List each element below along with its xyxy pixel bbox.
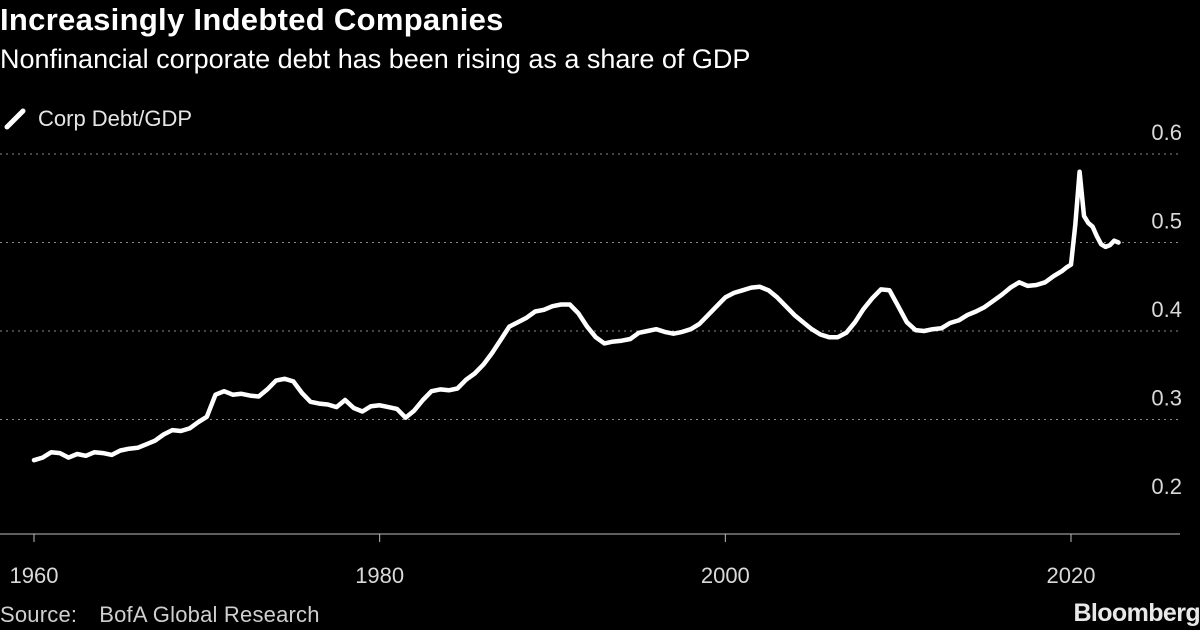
x-axis: 1960 1980 2000 2020 <box>0 533 1180 588</box>
x-tick-label: 1960 <box>10 563 59 588</box>
legend-swatch-icon <box>4 108 26 130</box>
y-tick-label: 0.4 <box>1151 297 1182 322</box>
legend-label: Corp Debt/GDP <box>38 106 193 131</box>
chart-subtitle: Nonfinancial corporate debt has been ris… <box>0 44 751 74</box>
y-axis: 0.2 0.3 0.4 0.5 0.6 <box>1151 120 1182 499</box>
series-line-corp-debt-gdp <box>31 169 1121 463</box>
bloomberg-logo: Bloomberg <box>1073 599 1200 627</box>
source-prefix: Source: <box>0 602 78 627</box>
y-tick-label: 0.2 <box>1151 474 1182 499</box>
x-tick-label: 1980 <box>355 563 404 588</box>
grid-lines <box>0 153 1180 420</box>
x-tick-label: 2020 <box>1047 563 1096 588</box>
source-note: Source: BofA Global Research <box>0 602 320 628</box>
y-tick-label: 0.5 <box>1151 209 1182 234</box>
x-tick-label: 2000 <box>701 563 750 588</box>
series-group <box>31 169 1121 463</box>
y-tick-label: 0.3 <box>1151 386 1182 411</box>
y-tick-label: 0.6 <box>1151 120 1182 145</box>
chart-title: Increasingly Indebted Companies <box>0 2 504 37</box>
legend: Corp Debt/GDP <box>4 104 192 134</box>
source-text: BofA Global Research <box>99 602 320 627</box>
